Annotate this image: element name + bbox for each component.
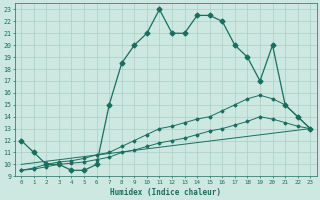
X-axis label: Humidex (Indice chaleur): Humidex (Indice chaleur) [110, 188, 221, 197]
